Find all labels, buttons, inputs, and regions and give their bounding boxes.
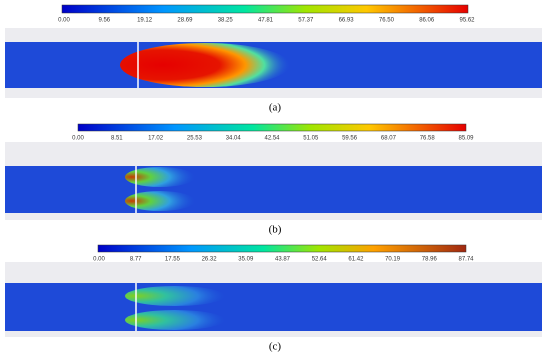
colorbar-tick-label: 28.69 (177, 18, 193, 24)
colorbar-tick-label: 17.55 (165, 257, 181, 263)
colorbar-tick-label: 35.09 (238, 257, 254, 263)
caption: (c) (269, 341, 282, 353)
colorbar-tick-label: 26.32 (202, 257, 218, 263)
colorbar-tick-label: 85.09 (458, 136, 474, 142)
caption: (a) (269, 102, 282, 114)
colorbar-tick-label: 0.00 (93, 257, 105, 263)
jet (120, 43, 290, 87)
colorbar-tick-label: 47.81 (258, 18, 274, 24)
colorbar-tick-label: 86.06 (419, 18, 435, 24)
colorbar-tick-label: 68.07 (381, 136, 397, 142)
colorbar-tick-label: 43.87 (275, 257, 291, 263)
colorbar (61, 4, 469, 14)
flow-field (5, 166, 542, 213)
colorbar-tick-label: 8.77 (130, 257, 142, 263)
colorbar-tick-label: 38.25 (218, 18, 234, 24)
caption: (b) (269, 224, 282, 236)
colorbar-tick-label: 76.58 (420, 136, 436, 142)
flow-field (5, 283, 542, 331)
colorbar-tick-label: 76.50 (379, 18, 395, 24)
colorbar-tick-label: 61.42 (348, 257, 364, 263)
colorbar-tick-label: 9.56 (98, 18, 110, 24)
colorbar (97, 244, 467, 253)
colorbar-tick-label: 8.51 (111, 136, 123, 142)
colorbar-tick-label: 95.62 (459, 18, 475, 24)
colorbar-tick-label: 25.53 (187, 136, 203, 142)
colorbar-tick-label: 52.64 (312, 257, 328, 263)
colorbar-tick-label: 0.00 (58, 18, 70, 24)
colorbar-tick-label: 42.54 (264, 136, 280, 142)
colorbar (77, 123, 467, 132)
colorbar-tick-label: 59.56 (342, 136, 358, 142)
colorbar-tick-label: 66.93 (339, 18, 355, 24)
colorbar-tick-label: 57.37 (298, 18, 314, 24)
colorbar-tick-label: 78.96 (422, 257, 438, 263)
jet (125, 286, 225, 306)
colorbar-tick-label: 19.12 (137, 18, 153, 24)
jet (125, 310, 225, 330)
colorbar-tick-label: 87.74 (458, 257, 474, 263)
colorbar-tick-label: 17.02 (148, 136, 164, 142)
colorbar-tick-label: 70.19 (385, 257, 401, 263)
colorbar-tick-label: 51.05 (303, 136, 319, 142)
colorbar-tick-label: 34.04 (226, 136, 242, 142)
colorbar-tick-label: 0.00 (72, 136, 84, 142)
jet (125, 167, 195, 187)
jet (125, 191, 195, 211)
